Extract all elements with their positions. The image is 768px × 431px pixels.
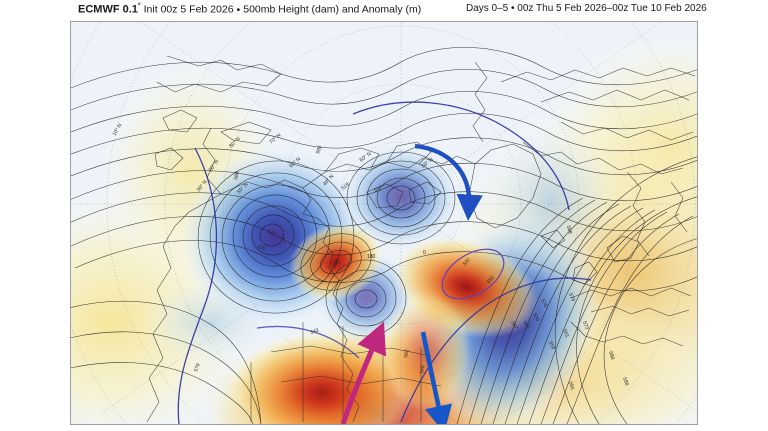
header-left-title: ECMWF 0.1° Init 00z 5 Feb 2026 • 500mb Hei… [78,3,421,16]
contour-label: 585 [567,381,575,391]
contour-label: 531 [266,228,276,237]
contour-label: 537 [462,257,472,267]
contour-label: 537 [373,184,383,193]
contour-label: 567 [509,320,518,330]
contour-label: 543 [310,328,320,336]
contour-label: 561 [561,328,570,338]
contour-label: 570 [531,312,540,322]
anomaly-label: 180 [367,254,376,260]
contour-label: 582 [403,349,410,358]
trough-arrow [420,331,452,424]
contour-label: 588 [607,351,615,361]
model-name: ECMWF 0.1 [78,3,138,16]
annotation-arrows [340,143,483,424]
ridge-arrow [340,321,387,424]
contour-label: 564 [521,320,531,330]
field-name: 500mb Height (dam) and Anomaly (m) [243,3,422,16]
anomaly-label: 0 [423,250,426,256]
init-time: Init 00z 5 Feb 2026 [143,3,234,16]
contour-label: 573 [581,321,590,331]
contour-label: 588 [621,377,630,387]
header-bar: ECMWF 0.1° Init 00z 5 Feb 2026 • 500mb Hei… [0,0,768,20]
contour-label: 534 [331,259,340,269]
bullet-separator: • [236,3,241,16]
contour-label: 588 [233,171,241,181]
anomaly-shading-layer [71,32,697,424]
contour-label: 519 [340,181,350,191]
contour-label: 579 [193,363,202,373]
degree-icon: ° [137,3,141,10]
height-contours [71,47,697,424]
contour-label: 585 [315,145,323,155]
contour-label: 579 [567,292,576,302]
contour-label: 558 [547,340,556,350]
contour-label: 528 [257,244,267,252]
header-right-valid-range: Days 0–5 • 00z Thu 5 Feb 2026–00z Tue 10… [466,3,707,14]
map-frame[interactable]: 10° N 20° N 30° N 40° N 50° N 50° N 60° … [70,21,698,425]
map-canvas: 10° N 20° N 30° N 40° N 50° N 50° N 60° … [71,22,697,424]
polar-jet-arrow [414,143,483,221]
contour-label: 588 [565,225,573,235]
coastlines-and-borders [146,55,696,423]
contour-label: 549 [419,365,426,374]
contour-label: 552 [486,275,496,285]
contour-label: 576 [539,298,548,308]
contour-value-labels: 585 588 579 531 528 537 519 534 180 0 53… [193,145,629,391]
highlighted-contours [177,101,592,424]
